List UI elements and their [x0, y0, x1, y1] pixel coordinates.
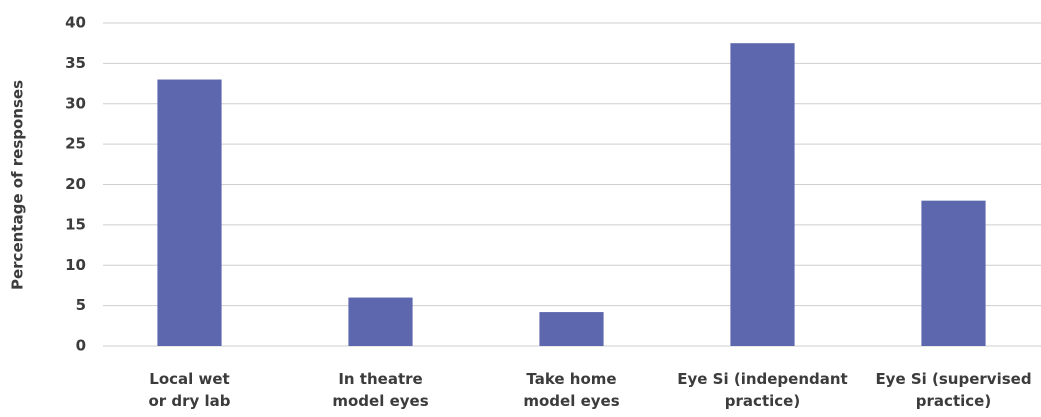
bar [921, 200, 986, 346]
bar [730, 43, 795, 346]
y-axis-label: Percentage of responses [9, 80, 27, 290]
x-tick-label: Take home model eyes [523, 370, 620, 410]
y-tick-label: 15 [65, 215, 86, 233]
y-tick-label: 5 [76, 296, 86, 314]
x-tick-label: Eye Si (independant practice) [677, 370, 848, 410]
y-tick-label: 20 [65, 175, 86, 193]
x-tick-label: Local wet or dry lab [148, 370, 231, 410]
y-tick-label: 25 [65, 135, 86, 153]
bar [348, 297, 413, 346]
y-tick-label: 30 [65, 94, 86, 112]
bar [539, 312, 604, 346]
x-tick-label: In theatre model eyes [332, 370, 429, 410]
y-tick-label: 0 [76, 337, 86, 355]
y-tick-label: 40 [65, 14, 86, 32]
x-tick-label: Eye Si (supervised practice) [875, 370, 1032, 410]
y-tick-label: 35 [65, 54, 86, 72]
y-tick-label: 10 [65, 256, 86, 274]
bar [157, 79, 222, 347]
